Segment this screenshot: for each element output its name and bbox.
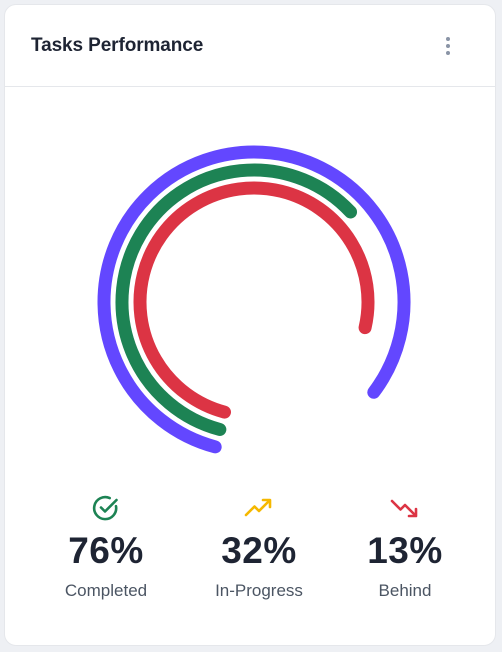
radial-chart	[5, 87, 497, 477]
more-options-button[interactable]	[439, 34, 457, 58]
more-vertical-icon-dot	[446, 43, 450, 48]
check-circle-icon	[92, 495, 118, 521]
trending-up-icon	[244, 498, 272, 517]
stat-label: Completed	[64, 581, 148, 600]
more-vertical-icon	[446, 36, 450, 41]
stat-behind: 13% Behind	[330, 493, 480, 601]
stat-label: Behind	[378, 581, 432, 600]
stat-value: 13%	[367, 530, 443, 571]
stat-value: 32%	[221, 530, 297, 571]
stat-value: 76%	[68, 530, 144, 571]
card-header: Tasks Performance	[5, 5, 495, 87]
radial-arc-behind	[133, 181, 375, 419]
radial-arc-in-progress	[115, 163, 358, 436]
more-vertical-icon-dot	[446, 50, 450, 55]
radial-arc-completed	[97, 145, 411, 454]
stat-completed: 76% Completed	[31, 493, 181, 601]
trending-down-icon	[390, 499, 418, 518]
stat-label: In-Progress	[215, 581, 303, 600]
stat-in-progress: 32% In-Progress	[184, 493, 334, 601]
tasks-performance-card: Tasks Performance 76% Completed 32% In-P…	[4, 4, 496, 646]
card-title: Tasks Performance	[31, 34, 204, 56]
radial-chart-svg	[97, 145, 411, 454]
